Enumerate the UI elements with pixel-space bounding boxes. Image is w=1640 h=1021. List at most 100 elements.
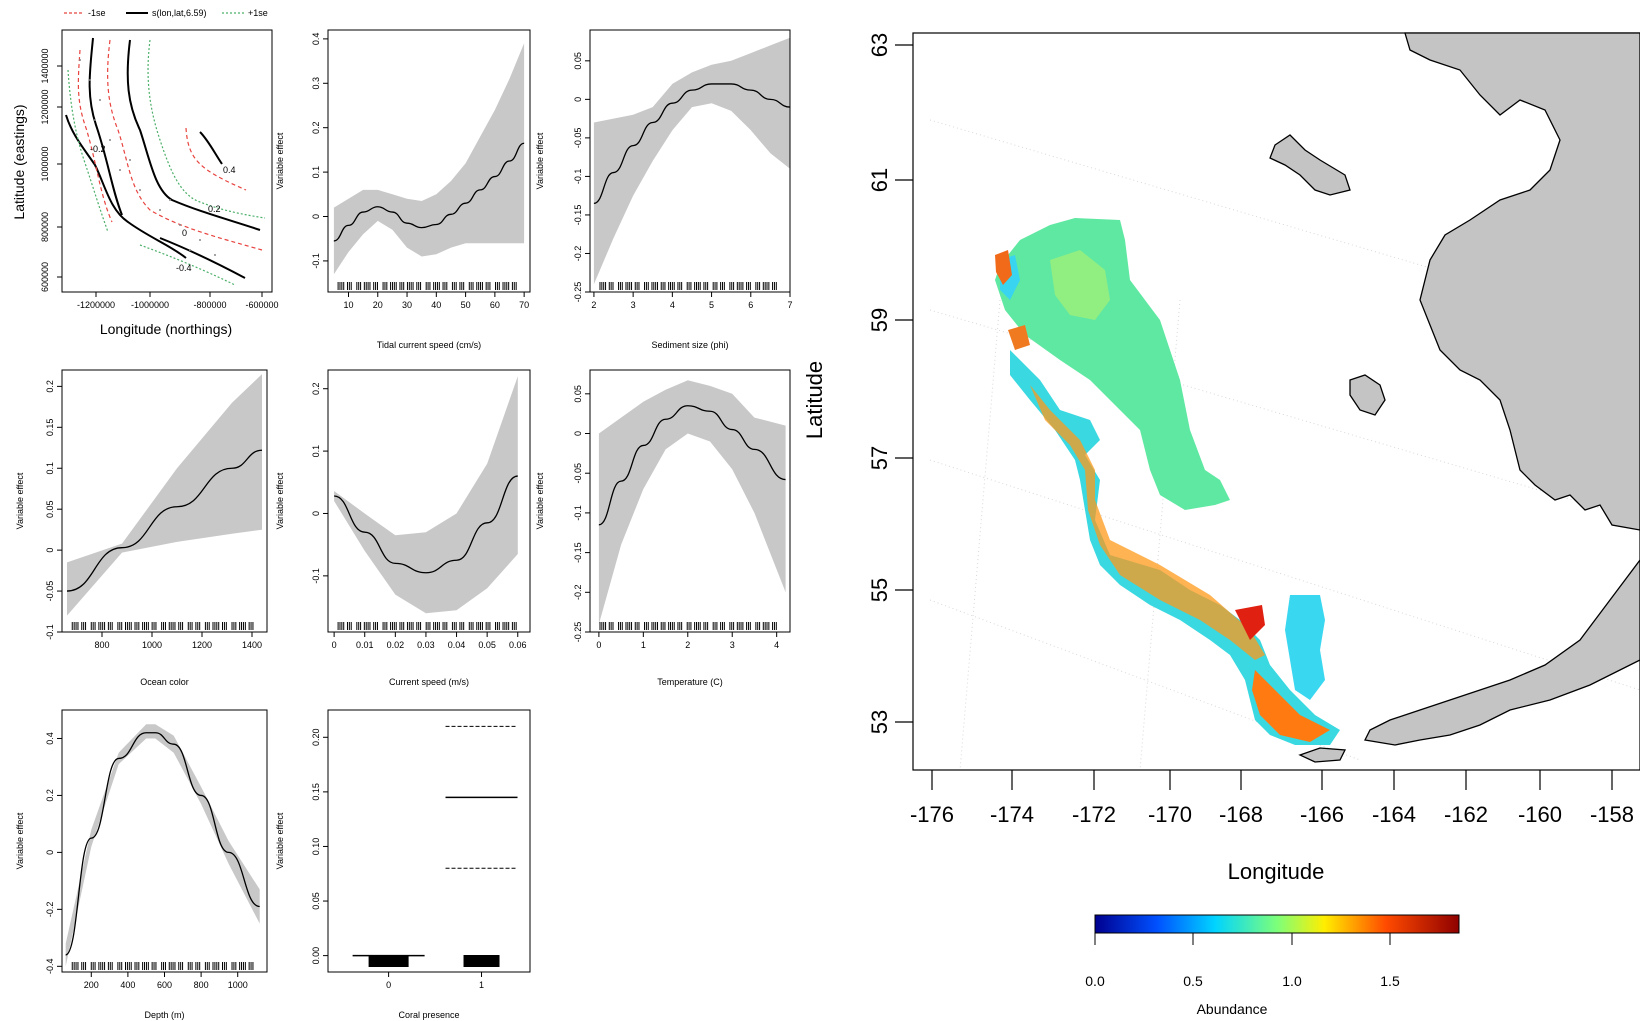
y-axis-label: Variable effect [535, 132, 545, 189]
y-tick-label: -0.05 [45, 581, 55, 602]
contour-line [65, 114, 187, 259]
x-tick-label: -800000 [193, 300, 226, 310]
legend-mid: s(lon,lat,6.59) [152, 8, 207, 18]
panel-p7: 200 400 600 800 1000 -0.4 -0.2 0 0.2 0.4 Depth (m)… [15, 709, 268, 1020]
y-tick-label: 0.05 [573, 52, 583, 70]
rug-mark [463, 955, 500, 967]
x-tick-label: 5 [709, 300, 714, 310]
y-tick-label: 0.05 [573, 385, 583, 403]
y-tick-label: 0.2 [45, 380, 55, 393]
y-tick-label: -0.1 [573, 505, 583, 521]
x-tick-label: 0.01 [356, 640, 374, 650]
y-tick-label: 1400000 [40, 48, 50, 83]
plot-frame [589, 29, 791, 293]
plot-frame [327, 369, 531, 633]
land-alaska [1404, 32, 1640, 531]
y-tick-label: -0.15 [573, 542, 583, 563]
effect-line [598, 405, 786, 526]
contour-label: 0.4 [223, 165, 236, 175]
y-tick-label: 600000 [40, 262, 50, 292]
x-axis-label: Depth (m) [144, 1010, 184, 1020]
effect-line [333, 142, 525, 242]
x-tick-label: 40 [431, 300, 441, 310]
y-tick-label: -0.15 [573, 205, 583, 226]
data-point [159, 209, 161, 211]
map-x-tick-label: -164 [1372, 802, 1416, 827]
contour-line-minus [77, 49, 113, 223]
y-tick-label: 0.1 [311, 166, 321, 179]
data-point [109, 139, 111, 141]
x-tick-label: 4 [774, 640, 779, 650]
map-y-tick-label: 61 [867, 168, 892, 192]
colorbar-tick-label: 1.0 [1282, 973, 1302, 989]
x-tick-label: 1000 [228, 980, 248, 990]
x-tick-label: 30 [402, 300, 412, 310]
panel-p2: 10 20 30 40 50 60 70 -0.1 0 0.1 0.2 0.3 0.4 Tidal cur… [275, 29, 531, 350]
y-tick-label: 0.1 [311, 445, 321, 458]
x-tick-label: 1 [641, 640, 646, 650]
panel-p3: 2 3 4 5 6 7 -0.25 -0.2 -0.15 -0.1 -0.05 0 0.05 Sedime… [535, 29, 793, 350]
x-tick-label: 400 [120, 980, 135, 990]
colorbar-tick-label: 1.5 [1380, 973, 1400, 989]
rug-mark [368, 955, 409, 967]
y-tick-label: -0.1 [311, 253, 321, 269]
y-tick-label: 0.2 [311, 382, 321, 395]
contour-line [159, 237, 246, 279]
y-tick-label: 0.05 [311, 892, 321, 910]
x-axis-label: Ocean color [140, 677, 189, 687]
x-tick-label: 1 [479, 980, 484, 990]
panel-p5: 0 0.01 0.02 0.03 0.04 0.05 0.06 -0.1 0 0.1 0.2 Curr… [275, 369, 531, 687]
x-tick-label: 2 [685, 640, 690, 650]
y-tick-label: 0.15 [45, 419, 55, 437]
legend-plus: +1se [248, 8, 268, 18]
effect-line [65, 732, 260, 956]
abundance-region [1030, 385, 1265, 660]
y-tick-label: -0.1 [573, 169, 583, 185]
contour-line [199, 131, 223, 165]
y-tick-label: -0.25 [573, 282, 583, 303]
abundance-layer [995, 218, 1340, 745]
x-tick-label: 0 [332, 640, 337, 650]
y-tick-label: 0.2 [311, 121, 321, 134]
data-point [129, 159, 131, 161]
map-x-tick-label: -174 [990, 802, 1034, 827]
data-point [89, 79, 91, 81]
contour-label: -0.2 [90, 144, 106, 154]
land-st-lawrence-island [1269, 134, 1351, 196]
x-axis-label: Temperature (C) [657, 677, 723, 687]
y-tick-label: 0 [45, 850, 55, 855]
x-tick-label: 1400 [242, 640, 262, 650]
contour-line-plus [67, 69, 109, 233]
x-tick-label: 0.05 [478, 640, 496, 650]
confidence-band [593, 37, 790, 285]
map-x-tick-label: -176 [910, 802, 954, 827]
x-tick-label: 0 [596, 640, 601, 650]
confidence-band [67, 374, 262, 616]
graticule [929, 459, 1640, 691]
data-point [199, 239, 201, 241]
data-point [189, 249, 191, 251]
contour-line [126, 39, 261, 231]
y-tick-label: 0.2 [45, 789, 55, 802]
land-aleutian-island [1298, 747, 1347, 763]
y-tick-label: 0.4 [311, 33, 321, 46]
x-axis-label: Current speed (m/s) [389, 677, 469, 687]
effect-line [66, 449, 263, 592]
map-x-tick-label: -162 [1444, 802, 1488, 827]
y-tick-label: 0.15 [311, 783, 321, 801]
x-tick-label: -1000000 [131, 300, 169, 310]
x-tick-label: 70 [519, 300, 529, 310]
x-axis-label: Sediment size (phi) [651, 340, 728, 350]
map-y-axis-label: Latitude [802, 361, 827, 439]
map-x-axis-label: Longitude [1228, 859, 1325, 884]
x-axis-label: Coral presence [398, 1010, 459, 1020]
abundance-region [1050, 250, 1110, 320]
y-tick-label: -0.25 [573, 622, 583, 643]
map-x-tick-label: -168 [1219, 802, 1263, 827]
y-tick-label: 0.3 [311, 77, 321, 90]
abundance-region [995, 218, 1230, 510]
y-tick-label: -0.05 [573, 463, 583, 484]
abundance-region [1285, 595, 1325, 700]
y-tick-label: -0.05 [573, 128, 583, 149]
colorbar-tick-label: 0.0 [1085, 973, 1105, 989]
